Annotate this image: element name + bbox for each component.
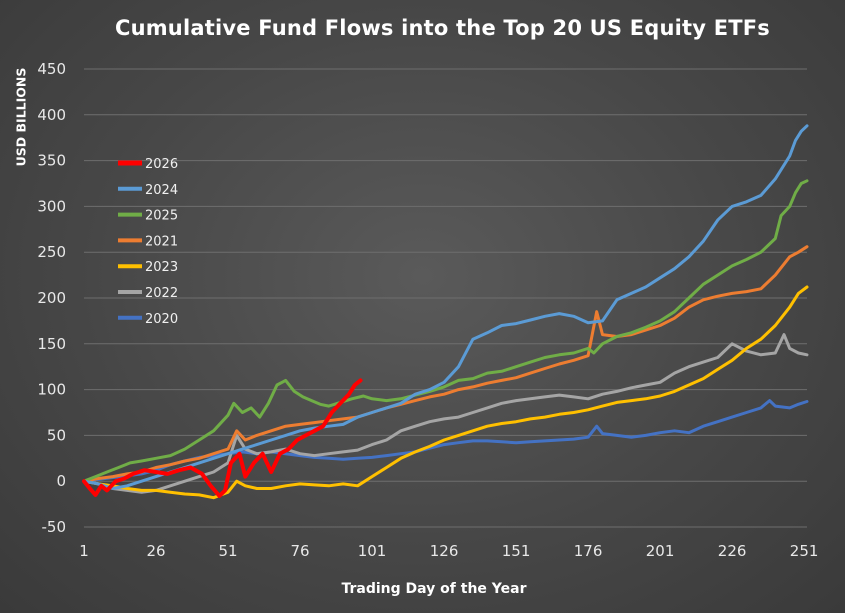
series-line-2023 [82,285,809,500]
x-tick-label: 51 [218,542,237,560]
series-line-2022 [82,333,809,494]
x-tick-label: 176 [574,542,603,560]
series-line-2025 [82,179,809,483]
x-axis-ticks: 1 26 51 76 101 126 151 176 201 226 251 [79,542,818,560]
x-tick-label: 126 [430,542,459,560]
y-tick-label: 450 [37,60,66,78]
x-axis-label: Trading Day of the Year [341,581,527,597]
x-tick-label: 251 [790,542,819,560]
legend-label-2025: 2025 [145,209,178,224]
y-tick-label: 300 [37,197,66,215]
series-line-2024 [82,124,809,490]
legend-label-2022: 2022 [145,286,178,301]
x-tick-label: 1 [79,542,89,560]
y-tick-label: 100 [37,381,66,399]
y-tick-label: 250 [37,243,66,261]
legend-label-2026: 2026 [145,157,178,172]
legend-label-2024: 2024 [145,183,178,198]
chart-title: Cumulative Fund Flows into the Top 20 US… [114,16,771,40]
x-tick-label: 101 [358,542,387,560]
y-tick-label: 350 [37,152,66,170]
legend-label-2023: 2023 [145,260,178,275]
legend-label-2020: 2020 [145,312,178,327]
series-line-2026 [82,378,363,498]
x-tick-label: 201 [646,542,675,560]
legend-label-2021: 2021 [145,234,178,249]
legend: 2026 2024 2025 2021 2023 2022 2020 [118,157,178,327]
series-lines [82,124,809,500]
y-tick-label: 400 [37,106,66,124]
x-tick-label: 26 [146,542,165,560]
y-axis-ticks: -50 0 50 100 150 200 250 300 350 400 450 [37,60,66,536]
series-line-2021 [82,245,809,483]
gridlines [84,68,807,528]
y-tick-label: 200 [37,289,66,307]
y-tick-label: -50 [42,518,67,536]
y-tick-label: 50 [47,426,66,444]
x-tick-label: 226 [718,542,747,560]
y-tick-label: 0 [56,472,66,490]
y-tick-label: 150 [37,335,66,353]
x-tick-label: 151 [502,542,531,560]
x-tick-label: 76 [290,542,309,560]
